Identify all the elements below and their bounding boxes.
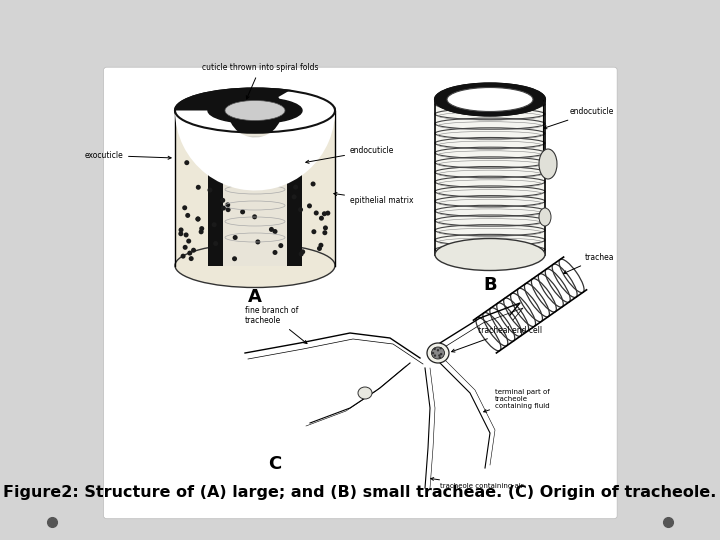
Circle shape (186, 239, 192, 244)
Circle shape (212, 222, 217, 227)
Text: B: B (483, 276, 497, 294)
Text: C: C (269, 455, 282, 473)
Circle shape (240, 210, 245, 214)
Circle shape (292, 194, 297, 199)
Circle shape (182, 205, 187, 210)
Ellipse shape (208, 98, 302, 124)
Circle shape (432, 352, 434, 354)
Circle shape (187, 251, 192, 255)
Text: tracheal end cell: tracheal end cell (451, 326, 542, 352)
Circle shape (318, 243, 323, 248)
Text: fine branch of
tracheole: fine branch of tracheole (245, 306, 307, 343)
Text: exocuticle: exocuticle (84, 151, 171, 160)
Circle shape (269, 227, 274, 232)
Circle shape (439, 347, 442, 349)
Circle shape (293, 185, 298, 190)
Circle shape (298, 207, 303, 212)
Circle shape (201, 136, 206, 140)
Circle shape (185, 213, 190, 218)
Circle shape (299, 252, 304, 256)
Text: trachea: trachea (564, 253, 614, 274)
Circle shape (319, 215, 324, 221)
Circle shape (220, 198, 225, 203)
Ellipse shape (175, 244, 335, 287)
Circle shape (179, 227, 184, 232)
Circle shape (440, 353, 442, 355)
Circle shape (293, 142, 298, 147)
Circle shape (184, 232, 189, 238)
Circle shape (437, 349, 439, 352)
Text: epithelial matrix: epithelial matrix (334, 192, 413, 205)
Circle shape (184, 160, 189, 165)
Text: endocuticle: endocuticle (306, 146, 395, 163)
Circle shape (195, 217, 200, 221)
Ellipse shape (427, 343, 449, 363)
Ellipse shape (447, 87, 533, 111)
Circle shape (221, 206, 226, 211)
Polygon shape (435, 99, 545, 254)
Circle shape (196, 185, 201, 190)
Circle shape (307, 204, 312, 208)
Circle shape (433, 348, 436, 350)
Polygon shape (223, 111, 287, 266)
FancyBboxPatch shape (104, 67, 617, 519)
Circle shape (189, 256, 194, 261)
Circle shape (433, 354, 436, 357)
Circle shape (199, 230, 204, 234)
Polygon shape (175, 111, 335, 266)
Circle shape (314, 149, 319, 154)
Ellipse shape (435, 239, 545, 271)
Ellipse shape (225, 100, 285, 120)
Circle shape (191, 248, 196, 253)
Ellipse shape (539, 208, 551, 226)
Circle shape (311, 229, 316, 234)
Circle shape (438, 354, 441, 357)
Circle shape (213, 241, 218, 246)
Circle shape (314, 211, 319, 215)
Circle shape (256, 239, 261, 245)
Circle shape (232, 256, 237, 261)
Text: endocuticle: endocuticle (544, 107, 614, 129)
Text: Figure2: Structure of (A) large; and (B) small tracheae. (C) Origin of tracheole: Figure2: Structure of (A) large; and (B)… (4, 485, 716, 500)
Circle shape (323, 225, 328, 231)
Ellipse shape (431, 347, 444, 359)
Text: tracheole containing air: tracheole containing air (431, 477, 523, 489)
Circle shape (300, 249, 305, 254)
Circle shape (207, 187, 212, 193)
Ellipse shape (539, 149, 557, 179)
Circle shape (181, 129, 186, 133)
Text: cuticle thrown into spiral folds: cuticle thrown into spiral folds (202, 64, 318, 99)
Ellipse shape (358, 387, 372, 399)
Circle shape (322, 211, 327, 216)
Circle shape (183, 245, 188, 250)
Text: A: A (248, 287, 262, 306)
Circle shape (195, 217, 200, 221)
Circle shape (302, 165, 307, 170)
Polygon shape (208, 111, 302, 266)
Circle shape (325, 211, 330, 215)
Circle shape (317, 246, 322, 251)
Circle shape (252, 214, 257, 219)
Circle shape (233, 235, 238, 240)
Circle shape (191, 141, 196, 146)
Text: terminal part of
tracheole
containing fluid: terminal part of tracheole containing fl… (484, 389, 550, 412)
Ellipse shape (175, 89, 335, 132)
Circle shape (272, 250, 277, 255)
Circle shape (438, 356, 441, 359)
Wedge shape (175, 71, 335, 191)
Ellipse shape (435, 84, 545, 116)
Circle shape (273, 229, 277, 234)
Circle shape (293, 124, 298, 129)
Circle shape (225, 202, 230, 207)
Circle shape (323, 230, 328, 235)
Circle shape (181, 254, 186, 259)
Circle shape (204, 140, 210, 145)
Circle shape (179, 231, 184, 236)
Circle shape (212, 124, 217, 129)
Circle shape (225, 207, 230, 212)
Circle shape (279, 243, 284, 248)
Circle shape (302, 144, 307, 149)
Circle shape (310, 181, 315, 186)
Circle shape (199, 226, 204, 231)
